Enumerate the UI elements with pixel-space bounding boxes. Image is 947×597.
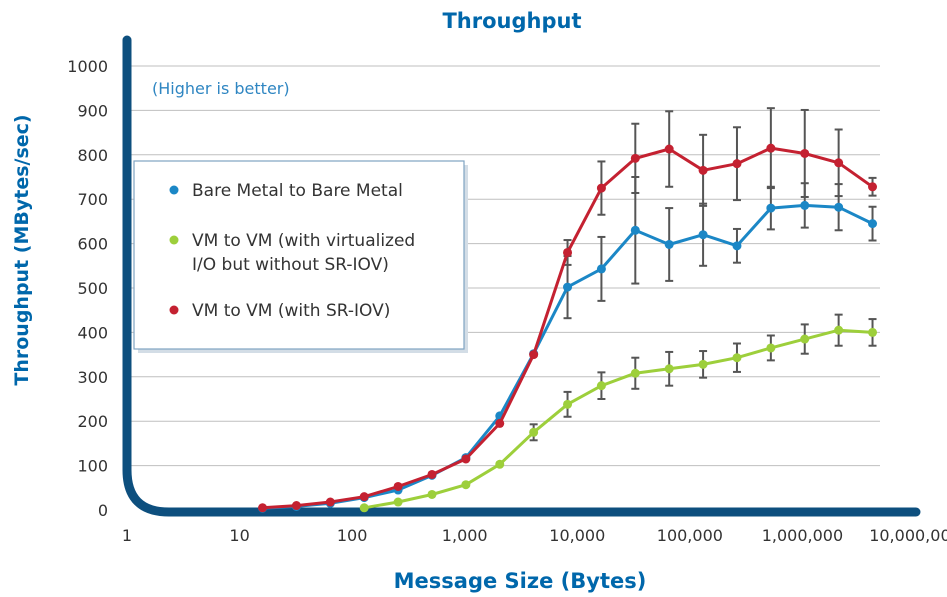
- y-axis-ticks: 0 100 200 300 400 500 600 700 800 900 1000: [67, 57, 108, 520]
- legend-label: VM to VM (with SR-IOV): [192, 301, 390, 321]
- legend: Bare Metal to Bare Metal VM to VM (with v…: [133, 160, 468, 353]
- data-point: [393, 481, 403, 491]
- legend-box: [133, 160, 465, 350]
- data-point: [630, 153, 640, 163]
- series-2: [258, 107, 878, 513]
- x-tick-label: 10: [229, 526, 249, 545]
- legend-label: VM to VM (with virtualized I/O but withou…: [192, 231, 415, 275]
- x-tick-label: 100,000: [657, 526, 723, 545]
- data-point: [834, 202, 844, 212]
- x-tick-label: 1,000: [442, 526, 488, 545]
- legend-label: Bare Metal to Bare Metal: [192, 181, 403, 201]
- data-point: [800, 148, 810, 158]
- y-tick-label: 300: [77, 368, 108, 387]
- y-axis-label: Throughput (MBytes/sec): [11, 114, 33, 385]
- data-point: [563, 399, 573, 409]
- axis-frame: [122, 35, 921, 517]
- data-point: [427, 469, 437, 479]
- data-point: [495, 418, 505, 428]
- data-point: [698, 230, 708, 240]
- higher-is-better-note: (Higher is better): [152, 79, 290, 98]
- x-axis-ticks: 1 10 100 1,000 10,000 100,000 1,000,000 10,000,…: [122, 526, 947, 545]
- y-tick-label: 400: [77, 323, 108, 342]
- x-tick-label: 100: [337, 526, 368, 545]
- data-point: [766, 143, 776, 153]
- data-point: [461, 480, 471, 490]
- data-point: [529, 427, 539, 437]
- data-point: [563, 247, 573, 257]
- data-point: [800, 334, 810, 344]
- data-point: [596, 264, 606, 274]
- data-point: [664, 364, 674, 374]
- y-tick-label: 1000: [67, 57, 108, 76]
- x-tick-label: 10,000,000: [869, 526, 947, 545]
- data-point: [834, 325, 844, 335]
- data-point: [359, 503, 369, 513]
- x-axis-label: Message Size (Bytes): [394, 569, 647, 593]
- legend-marker: [169, 185, 179, 195]
- y-tick-label: 100: [77, 457, 108, 476]
- data-point: [461, 454, 471, 464]
- y-tick-label: 0: [98, 501, 108, 520]
- data-point: [732, 353, 742, 363]
- data-point: [427, 489, 437, 499]
- data-point: [800, 200, 810, 210]
- data-point: [698, 359, 708, 369]
- y-tick-label: 900: [77, 101, 108, 120]
- data-point: [664, 144, 674, 154]
- data-point: [630, 225, 640, 235]
- series-line: [363, 328, 873, 510]
- y-tick-label: 500: [77, 279, 108, 298]
- data-point: [834, 158, 844, 168]
- data-point: [359, 492, 369, 502]
- series-1: [359, 313, 878, 513]
- y-tick-label: 700: [77, 190, 108, 209]
- y-tick-label: 200: [77, 412, 108, 431]
- plot-area: [258, 107, 878, 513]
- x-tick-label: 10,000: [549, 526, 605, 545]
- data-point: [529, 350, 539, 360]
- legend-marker: [169, 305, 179, 315]
- data-point: [868, 219, 878, 229]
- data-point: [596, 381, 606, 391]
- y-tick-label: 800: [77, 146, 108, 165]
- y-tick-label: 600: [77, 235, 108, 254]
- x-tick-label: 1,000,000: [762, 526, 843, 545]
- data-point: [732, 241, 742, 251]
- data-point: [291, 501, 301, 511]
- data-point: [563, 282, 573, 292]
- data-point: [325, 497, 335, 507]
- data-point: [630, 368, 640, 378]
- data-point: [868, 182, 878, 192]
- data-point: [393, 497, 403, 507]
- legend-marker: [169, 235, 179, 245]
- data-point: [698, 165, 708, 175]
- data-point: [664, 239, 674, 249]
- x-tick-label: 1: [122, 526, 132, 545]
- data-point: [495, 459, 505, 469]
- data-point: [596, 183, 606, 193]
- data-point: [868, 327, 878, 337]
- data-point: [258, 503, 268, 513]
- chart-title: Throughput: [442, 9, 581, 33]
- data-point: [766, 343, 776, 353]
- data-point: [766, 203, 776, 213]
- data-point: [732, 159, 742, 169]
